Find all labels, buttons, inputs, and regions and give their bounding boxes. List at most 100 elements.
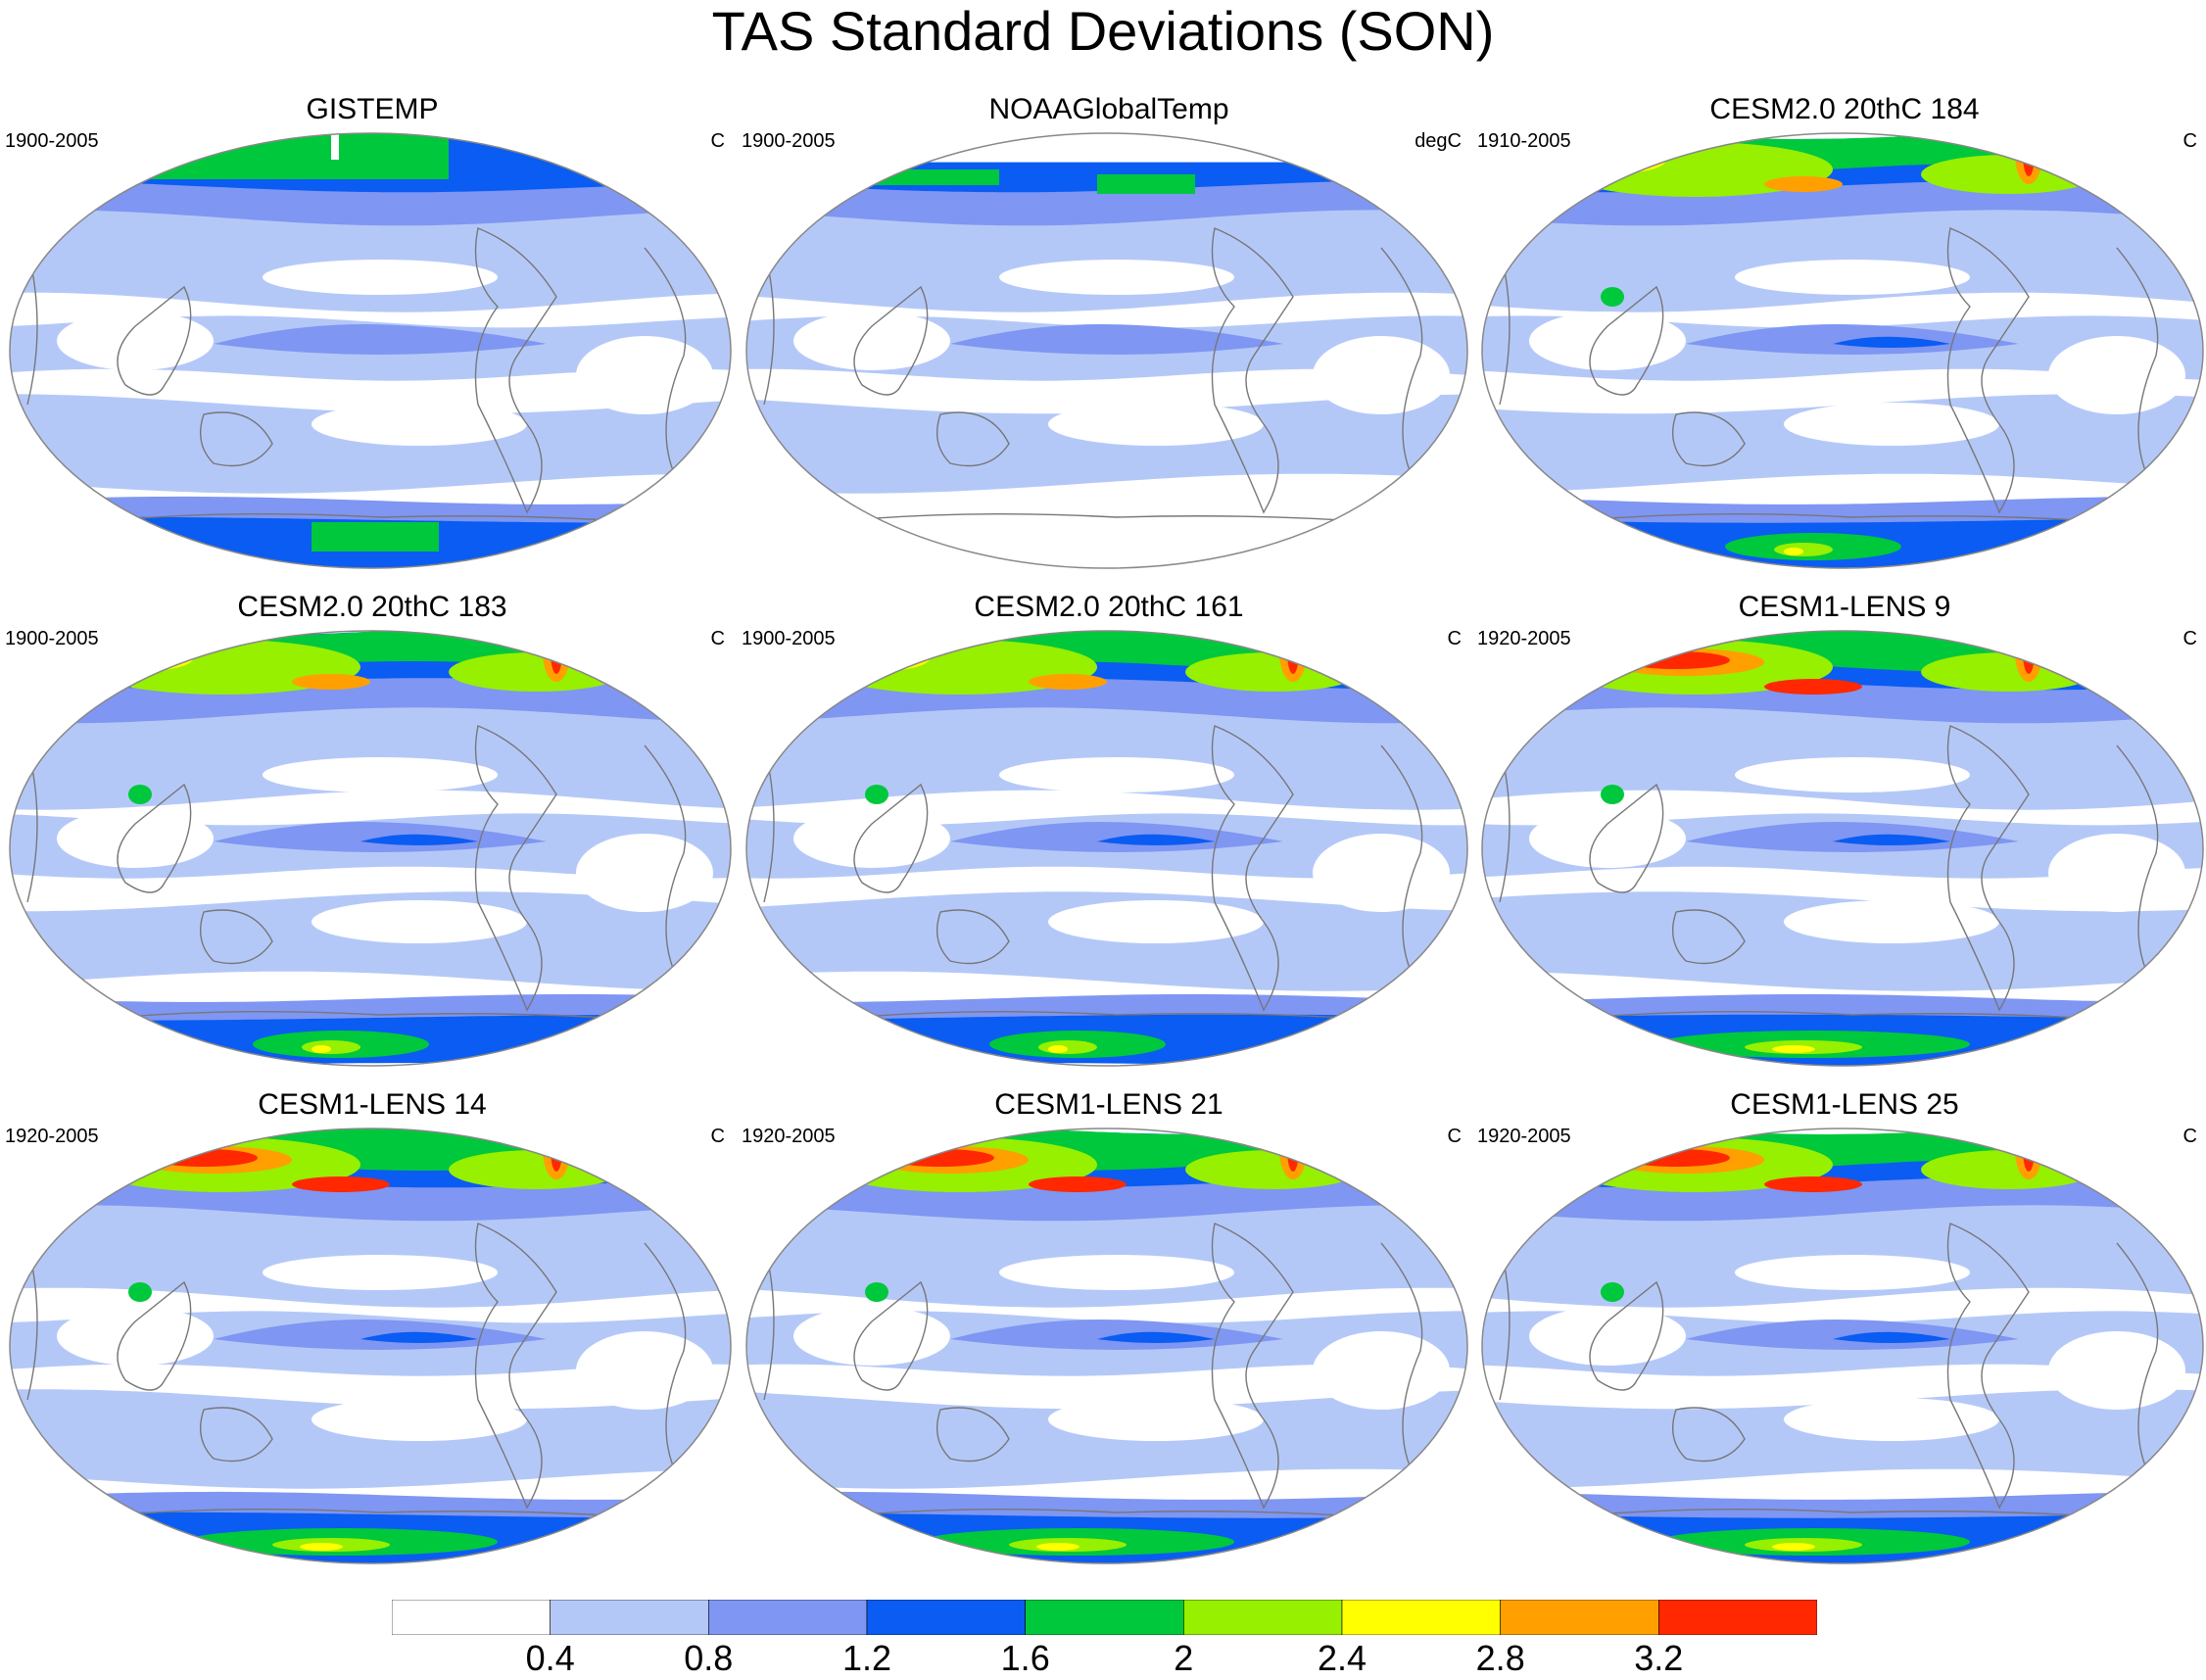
pacific-tongue — [214, 822, 547, 852]
tropical-gap-east — [2048, 336, 2185, 414]
band-south-midlat — [746, 394, 1467, 494]
coast-australia — [936, 909, 1010, 965]
coast-se-asia — [1589, 783, 1664, 893]
colorbar-tick-label: 0.8 — [684, 1638, 734, 1678]
pacific-tongue — [1686, 324, 2019, 355]
arctic-lime-east — [1185, 1150, 1362, 1189]
arctic-green-patch-2 — [1097, 173, 1195, 194]
coast-americas — [474, 725, 557, 1012]
coast-australia — [936, 411, 1010, 467]
map-panel: CESM2.0 20thC 184 1910-2005 C — [1477, 93, 2206, 573]
subtropic-gap-north — [1735, 260, 1970, 295]
coast-australia — [200, 411, 273, 467]
tropical-gap-east — [576, 336, 713, 414]
antarctic-yellow — [1772, 1045, 1815, 1053]
band-south-midlat — [1482, 891, 2203, 991]
colorbar-swatch — [1658, 1600, 1817, 1635]
arctic-lime-east — [1921, 1150, 2097, 1189]
pacific-tongue — [1686, 822, 2019, 852]
subtropic-gap-north — [263, 757, 498, 792]
colorbar-tick-label: 1.2 — [841, 1638, 892, 1678]
subtropic-gap-south — [1048, 403, 1264, 446]
colorbar — [392, 1600, 1817, 1635]
world-map — [1481, 1128, 2204, 1564]
colorbar-swatch — [1025, 1600, 1184, 1635]
arctic-red-west — [1622, 1149, 1730, 1167]
coast-americas — [1211, 1223, 1294, 1510]
arctic-lime-east — [449, 652, 625, 692]
tropical-gap-east — [576, 834, 713, 912]
subtropic-gap-south — [312, 900, 527, 943]
panel-units: C — [2182, 130, 2197, 152]
subtropic-gap-north — [263, 1255, 498, 1290]
coast-se-asia — [853, 783, 929, 893]
coast-se-asia — [853, 285, 929, 396]
map-panel: CESM1-LENS 9 1920-2005 C — [1477, 591, 2206, 1071]
band-south-midlat — [1482, 1389, 2203, 1489]
coast-americas — [1211, 725, 1294, 1012]
coast-americas — [1946, 1223, 2030, 1510]
band-south-midlat — [10, 1389, 731, 1489]
asia-highland-spot — [1601, 1282, 1624, 1302]
pacific-tongue-core — [1833, 336, 1950, 348]
pacific-tongue — [950, 324, 1283, 355]
arctic-green-patch-1 — [862, 169, 999, 185]
arctic-green — [1482, 631, 2203, 673]
pacific-tongue-core — [1097, 1331, 1215, 1343]
band-north-midlat — [10, 191, 731, 312]
tropical-gap-east — [1313, 336, 1450, 414]
panel-title: CESM1-LENS 21 — [994, 1088, 1223, 1121]
pacific-tongue — [214, 324, 547, 355]
pacific-tongue — [1686, 1320, 2019, 1350]
pacific-tongue-core — [360, 834, 478, 845]
tropical-gap-west — [57, 1307, 214, 1366]
asia-highland-spot — [1601, 287, 1624, 307]
panel-period: 1900-2005 — [5, 130, 99, 152]
band-north-midlat — [746, 1186, 1467, 1308]
antarctic-yellow — [1048, 1045, 1068, 1053]
world-map — [745, 1128, 1468, 1564]
coast-americas — [1946, 227, 2030, 514]
panel-title: CESM2.0 20thC 184 — [1709, 93, 1980, 125]
map-panel: CESM2.0 20thC 183 1900-2005 C — [5, 591, 740, 1071]
no-data-antarctic — [746, 496, 1467, 568]
map-border — [1481, 1128, 2204, 1564]
tropical-gap-west — [793, 312, 950, 370]
arctic-green — [10, 1128, 731, 1171]
subtropic-gap-north — [999, 757, 1234, 792]
colorbar-swatch — [392, 1600, 551, 1635]
antarctic-lime — [1038, 1040, 1097, 1054]
map-border — [9, 132, 732, 569]
pacific-tongue-core — [360, 1331, 478, 1343]
figure-title: TAS Standard Deviations (SON) — [711, 0, 1495, 62]
arctic-red-east — [2023, 631, 2035, 674]
subtropic-gap-south — [1784, 403, 1999, 446]
arctic-red-east — [1287, 1128, 1299, 1172]
band-south-midlat — [746, 891, 1467, 991]
world-map — [1481, 132, 2204, 569]
arctic-lime-east — [449, 1150, 625, 1189]
tropical-gap-west — [1529, 809, 1686, 868]
arctic-red-east — [551, 631, 562, 674]
subtropic-gap-north — [1735, 757, 1970, 792]
arctic-green — [746, 1128, 1467, 1171]
panel-period: 1910-2005 — [1477, 130, 1571, 152]
tropical-gap-east — [1313, 834, 1450, 912]
world-map — [745, 630, 1468, 1067]
panel-period: 1900-2005 — [742, 130, 836, 152]
arctic-red-central — [1764, 1176, 1862, 1192]
no-data-arctic — [746, 133, 1467, 163]
arctic-red-west — [150, 1149, 258, 1167]
colorbar-labels: 0.4 0.8 1.2 1.6 2 2.4 2.8 3.2 — [392, 1638, 1817, 1678]
panel-period: 1920-2005 — [5, 1126, 99, 1147]
coast-australia — [1672, 411, 1746, 467]
panel-title: GISTEMP — [306, 93, 439, 125]
panel-units: degC — [1415, 130, 1462, 152]
map-panel: CESM2.0 20thC 161 1900-2005 C — [742, 591, 1476, 1071]
colorbar-swatch — [1500, 1600, 1659, 1635]
tropical-gap-east — [1313, 1331, 1450, 1410]
panel-units: C — [710, 1126, 725, 1147]
subtropic-gap-north — [1735, 1255, 1970, 1290]
map-field — [1482, 133, 2203, 568]
arctic-red-west — [1622, 651, 1730, 669]
